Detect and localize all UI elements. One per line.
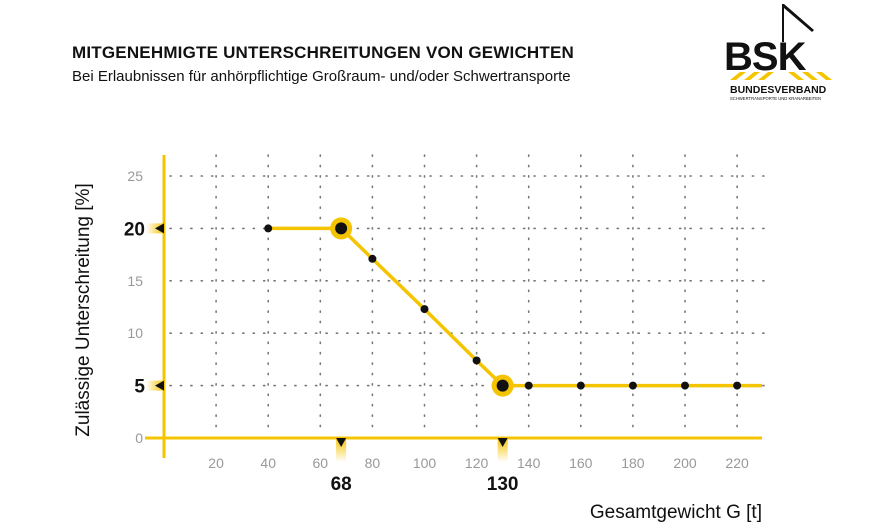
y-tick-label: 25	[127, 168, 143, 184]
bsk-logo: BSK BUNDESVERBAND SCHWERTRANSPORTE UND K…	[724, 4, 832, 101]
x-axis-title: Gesamtgewicht G [t]	[590, 502, 762, 523]
data-point	[733, 381, 742, 390]
y-marker-arrow	[155, 380, 164, 391]
data-point	[576, 381, 585, 390]
x-tick-label: 40	[260, 455, 276, 471]
x-marker-arrow	[497, 438, 508, 447]
x-tick-label: 120	[465, 455, 489, 471]
data-point	[368, 254, 377, 263]
x-tick-label: 180	[621, 455, 645, 471]
y-marker-arrow	[155, 223, 164, 234]
data-point	[681, 381, 689, 390]
x-tick-label: 80	[365, 455, 381, 471]
y-highlight-label: 5	[134, 377, 145, 398]
x-highlight-label: 68	[331, 474, 352, 495]
svg-text:BUNDESVERBAND: BUNDESVERBAND	[730, 84, 827, 96]
x-highlight-band	[497, 438, 508, 462]
data-point	[472, 356, 481, 365]
x-highlight-band	[336, 438, 347, 462]
x-tick-label: 100	[413, 455, 437, 471]
svg-text:SCHWERTRANSPORTE UND KRANARBEI: SCHWERTRANSPORTE UND KRANARBEITEN	[730, 96, 821, 101]
x-tick-label: 140	[517, 455, 541, 471]
y-highlight-label: 20	[124, 219, 145, 240]
x-highlight-label: 130	[487, 474, 519, 495]
key-data-point	[335, 222, 348, 235]
key-data-point	[496, 379, 509, 392]
x-tick-label: 220	[725, 455, 749, 471]
svg-text:BSK: BSK	[724, 35, 807, 79]
x-marker-arrow	[336, 438, 347, 447]
x-tick-label: 20	[208, 455, 224, 471]
data-point	[628, 381, 637, 390]
data-point	[264, 224, 273, 233]
x-tick-label: 200	[673, 455, 697, 471]
x-tick-label: 60	[313, 455, 329, 471]
series-line	[268, 226, 762, 388]
data-point	[420, 305, 429, 314]
chart-subtitle: Bei Erlaubnissen für anhörpflichtige Gro…	[72, 68, 571, 85]
y-tick-label: 0	[135, 430, 143, 446]
chart-title: MITGENEHMIGTE UNTERSCHREITUNGEN VON GEWI…	[72, 43, 575, 62]
data-point	[524, 381, 533, 390]
y-axis-title: Zulässige Unterschreitung [%]	[73, 183, 94, 436]
y-tick-label: 15	[127, 273, 143, 289]
x-tick-label: 160	[569, 455, 593, 471]
y-tick-label: 10	[127, 325, 143, 341]
